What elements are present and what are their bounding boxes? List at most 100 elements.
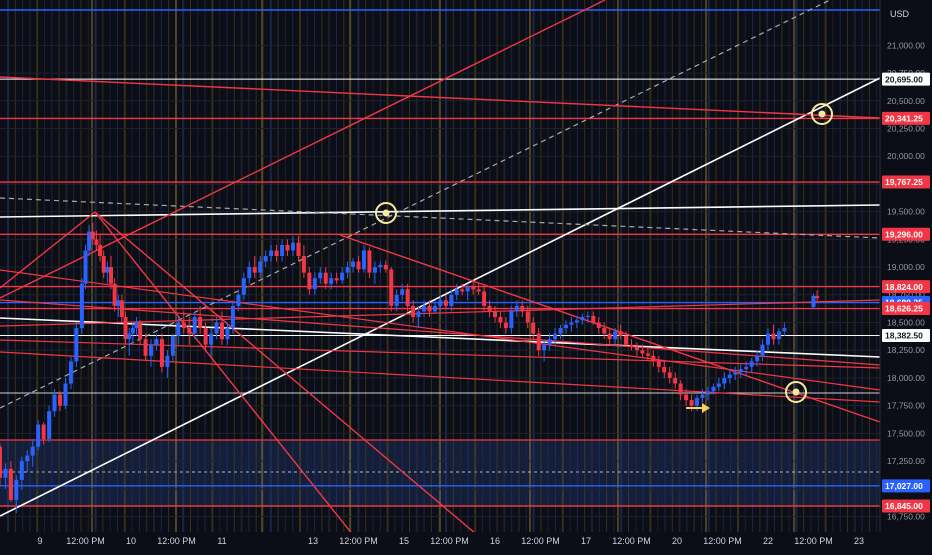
candle-body bbox=[733, 372, 738, 375]
candle-body bbox=[684, 394, 689, 401]
x-tick-label: 16 bbox=[490, 536, 500, 546]
candle-body bbox=[553, 333, 558, 340]
candle-body bbox=[269, 250, 274, 257]
candle-body bbox=[760, 344, 765, 356]
x-tick-label: 12:00 PM bbox=[521, 536, 560, 546]
candle-body bbox=[90, 231, 95, 240]
highlight-circle-marker bbox=[785, 381, 807, 403]
candle-body bbox=[19, 461, 24, 480]
x-tick-label: 12:00 PM bbox=[703, 536, 742, 546]
candle-body bbox=[432, 305, 437, 312]
candle-body bbox=[25, 455, 30, 462]
candle-body bbox=[98, 244, 103, 257]
candle-body bbox=[487, 305, 492, 312]
candle-body bbox=[351, 261, 356, 268]
candle-body bbox=[108, 267, 113, 284]
candle-body bbox=[667, 372, 672, 378]
candle-body bbox=[755, 355, 760, 362]
x-tick-label: 12:00 PM bbox=[612, 536, 651, 546]
candle-body bbox=[274, 250, 279, 257]
candle-body bbox=[258, 261, 263, 273]
candle-body bbox=[3, 468, 8, 478]
x-tick-label: 17 bbox=[581, 536, 591, 546]
y-tick-label: 18,000.00 bbox=[887, 373, 925, 383]
trend-line bbox=[94, 211, 366, 551]
candle-body bbox=[8, 468, 13, 500]
candle-body bbox=[640, 350, 645, 354]
price-level-tag bbox=[882, 175, 930, 189]
candle-body bbox=[296, 242, 301, 257]
price-level-tag bbox=[882, 329, 930, 343]
candle-body bbox=[230, 305, 235, 329]
candle-body bbox=[198, 316, 203, 329]
candle-body bbox=[285, 244, 290, 251]
y-tick-label: 17,250.00 bbox=[887, 456, 925, 466]
candle-body bbox=[722, 377, 727, 384]
y-tick-label: 18,250.00 bbox=[887, 345, 925, 355]
candle-body bbox=[149, 344, 154, 356]
candle-body bbox=[602, 328, 607, 334]
candle-body bbox=[225, 328, 230, 340]
y-tick-label: 20,500.00 bbox=[887, 96, 925, 106]
candle-body bbox=[596, 322, 601, 329]
trend-line bbox=[0, 211, 96, 289]
candle-body bbox=[476, 289, 481, 292]
candle-body bbox=[203, 328, 208, 345]
price-level-label: 16,845.00 bbox=[885, 501, 923, 511]
candle-body bbox=[318, 272, 323, 279]
candle-body bbox=[422, 305, 427, 312]
candle-body bbox=[405, 289, 410, 306]
price-level-tag bbox=[882, 280, 930, 294]
x-tick-label: 10 bbox=[126, 536, 136, 546]
price-level-tag bbox=[882, 227, 930, 241]
currency-label: USD bbox=[890, 9, 910, 19]
candle-body bbox=[509, 311, 514, 329]
x-tick-label: 11 bbox=[217, 536, 226, 546]
candle-body bbox=[656, 361, 661, 367]
candle-body bbox=[119, 300, 124, 317]
candle-body bbox=[127, 333, 132, 340]
y-tick-label: 18,500.00 bbox=[887, 318, 925, 328]
candle-body bbox=[159, 339, 164, 367]
candle-body bbox=[154, 339, 159, 345]
candle-body bbox=[112, 283, 117, 306]
candle-body bbox=[454, 289, 459, 295]
candle-body bbox=[312, 278, 317, 290]
candle-body bbox=[782, 328, 787, 332]
candle-body bbox=[192, 316, 197, 334]
price-level-label: 20,695.00 bbox=[885, 74, 923, 84]
candle-body bbox=[689, 400, 694, 406]
candle-body bbox=[334, 278, 339, 281]
candle-body bbox=[613, 331, 618, 340]
candle-body bbox=[749, 361, 754, 367]
candle-body bbox=[30, 446, 35, 456]
candle-body bbox=[74, 328, 79, 362]
candle-body bbox=[367, 250, 372, 273]
price-level-tag bbox=[882, 479, 930, 493]
candle-body bbox=[290, 242, 295, 251]
candle-body bbox=[695, 397, 700, 406]
candle-body bbox=[241, 278, 246, 295]
candle-body bbox=[427, 305, 432, 312]
candle-body bbox=[498, 316, 503, 323]
candle-body bbox=[738, 369, 743, 373]
y-tick-label: 21,000.00 bbox=[887, 40, 925, 50]
x-tick-label: 12:00 PM bbox=[66, 536, 105, 546]
y-tick-label: 20,250.00 bbox=[887, 124, 925, 134]
candle-body bbox=[116, 300, 121, 306]
candle-body bbox=[700, 394, 705, 398]
candle-body bbox=[662, 366, 667, 373]
candle-body bbox=[236, 294, 241, 306]
price-level-label: 18,824.00 bbox=[885, 282, 923, 292]
candle-body bbox=[471, 287, 476, 290]
trend-line bbox=[0, 204, 881, 218]
candle-body bbox=[711, 386, 716, 392]
price-level-tag bbox=[882, 111, 930, 125]
trend-line bbox=[0, 76, 881, 119]
candle-body bbox=[525, 311, 530, 323]
candle-body bbox=[465, 287, 470, 292]
candle-body bbox=[176, 322, 181, 336]
highlight-circle-marker bbox=[375, 202, 397, 224]
